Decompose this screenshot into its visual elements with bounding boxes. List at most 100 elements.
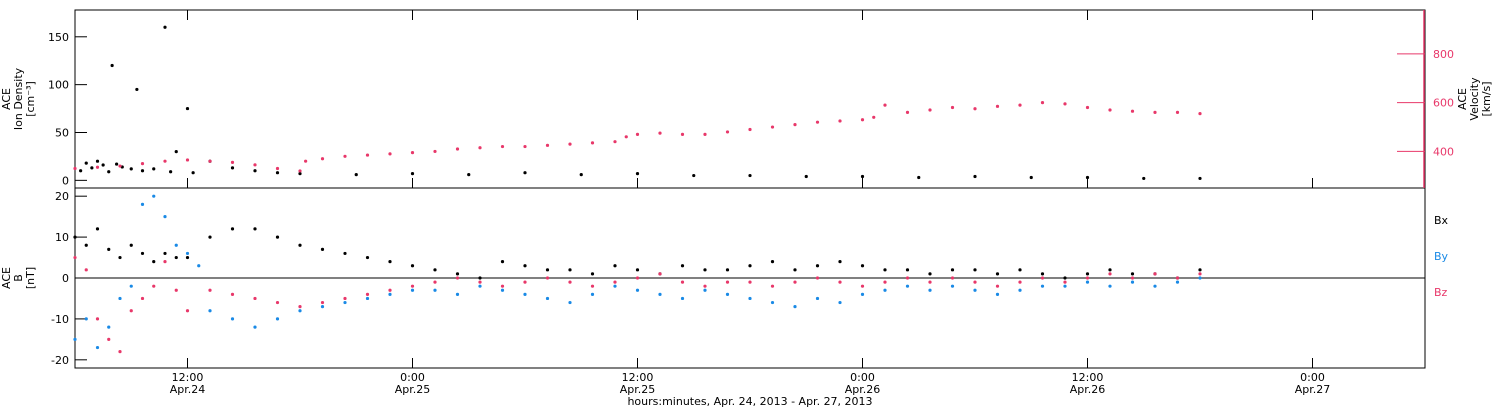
series-By-point — [500, 288, 505, 292]
y2-tick-label: 400 — [1433, 145, 1454, 158]
top-series-1-point — [680, 132, 685, 136]
series-Bz-point — [1130, 276, 1135, 280]
y2-tick-label: 600 — [1433, 97, 1454, 110]
top-series-0-point — [1085, 175, 1090, 180]
series-By-point — [1085, 280, 1090, 284]
series-By-point — [635, 288, 640, 292]
series-Bx-point — [129, 243, 133, 247]
top-series-1-point — [455, 147, 460, 151]
series-Bz-point — [883, 280, 887, 284]
series-By-point — [174, 243, 178, 247]
series-By-point — [905, 284, 910, 288]
bottom-ytick-label: 20 — [55, 190, 69, 203]
series-By-point — [197, 264, 201, 268]
series-By-point — [163, 215, 167, 219]
series-By-point — [568, 300, 572, 305]
x-axis-label: hours:minutes, Apr. 24, 2013 - Apr. 27, … — [627, 395, 872, 408]
top-series-1-point — [1108, 108, 1112, 112]
top-series-0-point — [1198, 176, 1202, 181]
top-series-1-point — [320, 157, 325, 161]
series-Bz-point — [523, 280, 527, 284]
top-series-1-point — [950, 105, 955, 110]
top-series-1-point — [73, 166, 77, 171]
series-Bx-point — [208, 235, 212, 239]
series-Bz-point — [343, 296, 347, 301]
series-Bx-point — [107, 247, 111, 251]
top-series-1-point — [725, 130, 730, 134]
series-Bz-point — [107, 337, 111, 341]
series-By-point — [455, 292, 460, 296]
top-series-1-point — [635, 132, 640, 136]
bottom-ylabel-line: [nT] — [24, 267, 37, 289]
series-Bx-point — [185, 255, 190, 260]
series-By-point — [298, 309, 302, 313]
top-series-1-point — [1040, 101, 1045, 105]
top-series-0-point — [467, 173, 471, 177]
series-Bz-point — [478, 280, 482, 284]
axis-labels: 050100150400600800-20-100102012:00Apr.24… — [0, 31, 1493, 408]
top-series-0-point — [185, 106, 190, 111]
top-series-1-point — [613, 140, 617, 144]
series-By-point — [73, 337, 77, 341]
x-tick-label: 12:00 — [1072, 371, 1104, 384]
top-series-1-point — [1085, 105, 1090, 110]
top-series-0-point — [253, 169, 257, 173]
top-ytick-label: 150 — [48, 31, 69, 44]
top-series-0-point — [90, 166, 94, 170]
bottom-ytick-label: 10 — [55, 231, 69, 244]
top-series-1-point — [1063, 102, 1067, 106]
series-Bz-point — [140, 296, 145, 301]
top-series-0-point — [135, 87, 139, 92]
series-By-point — [1198, 276, 1202, 280]
series-Bx-point — [770, 260, 775, 264]
series-Bx-point — [1063, 276, 1067, 280]
series-Bz-point — [320, 300, 325, 305]
top-series-1-point — [995, 104, 1000, 108]
series-Bx-point — [1040, 272, 1045, 276]
top-series-1-point — [1153, 110, 1157, 115]
data-series — [73, 25, 1202, 354]
series-Bx-point — [860, 264, 865, 268]
series-Bx-point — [275, 235, 280, 239]
series-Bz-point — [1063, 280, 1067, 284]
series-By-point — [613, 284, 617, 288]
bottom-ylabel-line: B — [12, 274, 25, 282]
series-By-point — [1153, 284, 1157, 288]
series-Bz-point — [1108, 272, 1112, 276]
top-series-0-point — [152, 167, 156, 171]
top-ytick-label: 0 — [62, 174, 69, 187]
series-Bx-point — [365, 255, 370, 260]
series-Bx-point — [95, 227, 100, 231]
series-Bz-point — [152, 284, 156, 288]
top-series-1-point — [905, 110, 910, 115]
x-tick-date-label: Apr.25 — [620, 383, 656, 396]
series-By-point — [770, 300, 775, 305]
legend-Bz: Bz — [1434, 286, 1448, 299]
series-Bx-point — [748, 264, 752, 268]
series-By-point — [1175, 280, 1180, 284]
series-Bz-point — [815, 276, 820, 280]
series-Bz-point — [568, 280, 572, 284]
series-By-point — [118, 296, 122, 301]
top-series-1-point — [523, 144, 527, 149]
series-Bz-point — [793, 280, 797, 284]
series-By-point — [478, 284, 482, 288]
series-By-point — [84, 317, 88, 321]
top-series-1-point — [793, 123, 797, 127]
series-Bx-point — [298, 243, 302, 247]
series-By-point — [343, 300, 347, 305]
x-tick-date-label: Apr.27 — [1295, 383, 1331, 396]
top-ylabel-line: ACE — [0, 88, 13, 110]
series-Bz-point — [1198, 272, 1202, 276]
series-By-point — [208, 309, 212, 313]
series-By-point — [703, 288, 707, 292]
series-Bx-point — [84, 243, 88, 247]
series-Bx-point — [703, 268, 707, 272]
x-tick-date-label: Apr.24 — [170, 383, 206, 396]
series-Bz-point — [433, 280, 437, 284]
series-Bz-point — [973, 280, 977, 284]
series-Bz-point — [725, 280, 730, 284]
x-tick-label: 12:00 — [172, 371, 204, 384]
series-Bx — [73, 227, 1202, 280]
